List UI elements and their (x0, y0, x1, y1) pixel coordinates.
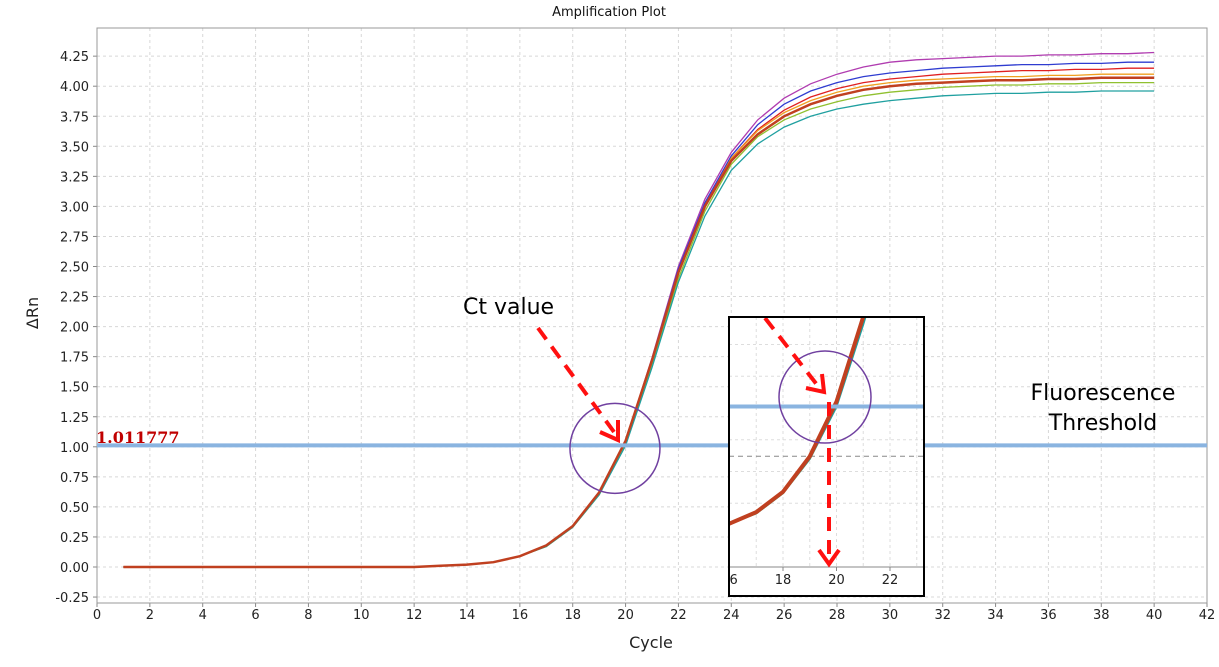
x-tick-label: 0 (93, 608, 101, 623)
annotations (97, 326, 1207, 495)
axes: 0 2 4 6 8 10 12 14 16 18 20 22 24 26 28 30 32 34 36 38 40 42-… (55, 27, 1216, 623)
x-tick-label: 8 (304, 608, 312, 623)
y-tick-label: 1.25 (60, 411, 89, 426)
ct-drop-arrow-head-icon (817, 548, 841, 568)
x-tick-label: 36 (1040, 608, 1057, 623)
y-tick-label: 3.00 (60, 200, 89, 215)
x-tick-label: 10 (353, 608, 370, 623)
x-tick-label: 14 (459, 608, 476, 623)
x-tick-label: 2 (146, 608, 154, 623)
inset-ct-arrow-head-icon (805, 373, 827, 395)
threshold-label-line2: Threshold (1048, 411, 1157, 436)
x-tick-label: 28 (829, 608, 846, 623)
ct-value-label: Ct value (463, 295, 554, 320)
series-line-sample-5 (123, 81, 1155, 568)
x-tick-label: 26 (776, 608, 793, 623)
inset-x-tick-label: 16 (721, 573, 738, 588)
x-tick-label: 12 (406, 608, 423, 623)
chart-title: Amplification Plot (552, 5, 666, 20)
y-tick-label: 2.25 (60, 291, 89, 306)
inset-ct-arrow-shaft (763, 317, 820, 388)
inset-x-tick-label: 20 (828, 573, 845, 588)
ct-arrow-head-icon (599, 420, 620, 444)
y-tick-label: 1.50 (60, 381, 89, 396)
inset-frame (728, 316, 925, 597)
threshold-value-label: 1.011777 (96, 428, 180, 447)
y-tick-label: 4.25 (60, 50, 89, 65)
y-tick-label: 4.00 (60, 80, 89, 95)
series-line-sample-2 (123, 61, 1155, 568)
series-line-sample-4 (123, 73, 1155, 568)
x-tick-label: 20 (617, 608, 634, 623)
y-tick-label: 1.75 (60, 351, 89, 366)
y-tick-label: 2.50 (60, 261, 89, 276)
y-tick-label: 2.00 (60, 321, 89, 336)
y-tick-label: 3.25 (60, 170, 89, 185)
series-line-sample-1 (123, 51, 1155, 568)
y-tick-label: 2.75 (60, 230, 89, 245)
x-tick-label: 22 (670, 608, 687, 623)
y-axis-label: ΔRn (23, 297, 42, 329)
y-tick-label: 0.00 (60, 561, 89, 576)
x-tick-label: 16 (512, 608, 529, 623)
series-line-sample-6 (123, 90, 1155, 568)
y-tick-label: 0.25 (60, 531, 89, 546)
x-tick-label: 32 (934, 608, 951, 623)
series-lines (123, 51, 1155, 569)
y-tick-label: 0.75 (60, 471, 89, 486)
threshold-label-line1: Fluorescence (1031, 381, 1176, 406)
x-tick-label: 4 (199, 608, 207, 623)
inset-content: 16 18 20 22 (721, 317, 924, 588)
y-tick-label: 0.50 (60, 501, 89, 516)
x-axis-label: Cycle (629, 633, 673, 652)
x-tick-label: 24 (723, 608, 740, 623)
x-tick-label: 42 (1199, 608, 1216, 623)
y-tick-label: 1.00 (60, 441, 89, 456)
x-tick-label: 30 (882, 608, 899, 623)
inset-x-tick-label: 22 (882, 573, 899, 588)
x-tick-label: 40 (1146, 608, 1163, 623)
y-tick-label: 3.75 (60, 110, 89, 125)
inset-x-tick-label: 18 (775, 573, 792, 588)
y-tick-label: 3.50 (60, 140, 89, 155)
grid (97, 28, 1207, 603)
series-line-sample-3 (123, 67, 1155, 568)
x-tick-label: 38 (1093, 608, 1110, 623)
zoom-inset: 16 18 20 22 (721, 316, 925, 597)
plot-frame (96, 27, 1208, 604)
x-tick-label: 18 (564, 608, 581, 623)
inset-highlight-circle (778, 350, 872, 444)
y-tick-label: -0.25 (55, 591, 89, 606)
x-tick-label: 6 (251, 608, 259, 623)
series-line-sample-7 (123, 76, 1155, 569)
ct-highlight-circle (569, 402, 661, 495)
x-tick-label: 34 (987, 608, 1004, 623)
